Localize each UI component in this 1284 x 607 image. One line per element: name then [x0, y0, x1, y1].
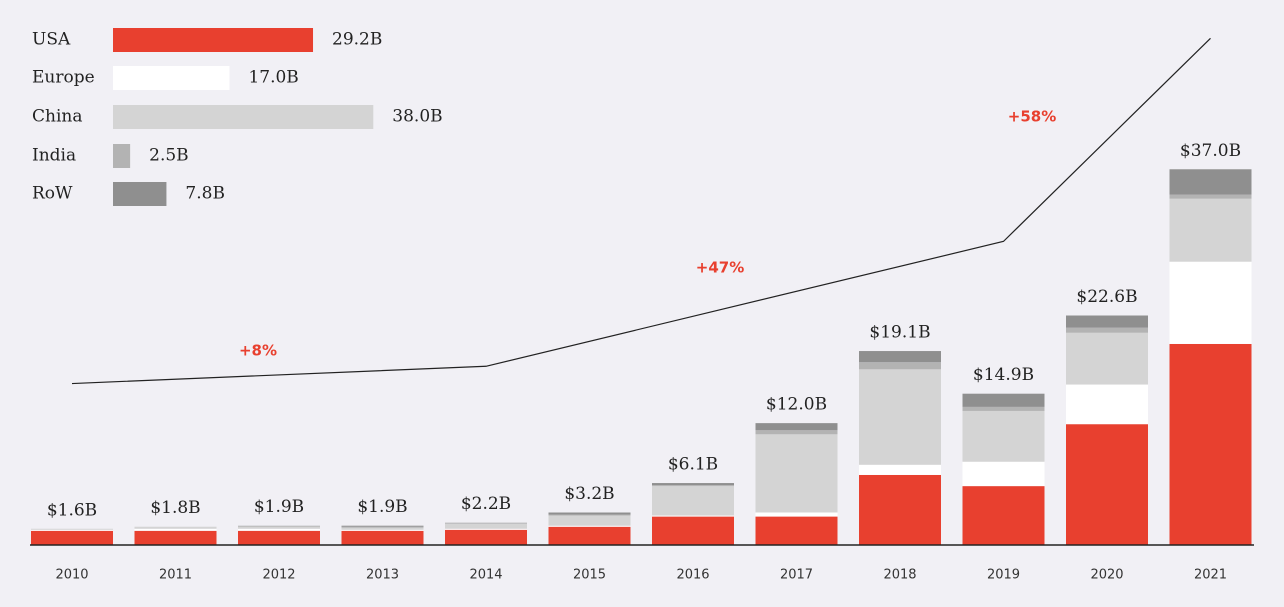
x-tick-label: 2018: [883, 568, 916, 583]
bar-segment: [31, 528, 113, 530]
x-tick-label: 2012: [262, 568, 295, 583]
bar-segment: [238, 526, 320, 529]
bar-segment: [445, 522, 527, 524]
bar-segment: [1066, 384, 1148, 425]
legend-bar: [113, 66, 230, 90]
x-tick-label: 2020: [1090, 568, 1123, 583]
bar-segment: [341, 529, 424, 531]
total-label: $37.0B: [1180, 141, 1241, 161]
bar-segment: [652, 483, 734, 486]
bar-segment: [962, 406, 1045, 411]
legend-label: Europe: [32, 68, 95, 88]
bar-segment: [962, 393, 1045, 407]
bar-segment: [755, 516, 838, 545]
total-label: $3.2B: [564, 484, 614, 504]
bar-segment: [1169, 343, 1252, 545]
legend-label: USA: [32, 30, 71, 50]
bar-segment: [238, 525, 320, 527]
bar-segment: [1169, 194, 1252, 199]
bar-segment: [1066, 424, 1148, 545]
x-tick-label: 2013: [366, 568, 399, 583]
legend-label: China: [32, 107, 82, 127]
bar-segment: [548, 514, 631, 516]
legend-value: 7.8B: [185, 184, 225, 204]
bar-segment: [548, 515, 631, 526]
bar-segment: [859, 464, 941, 475]
bar-segment: [238, 530, 320, 545]
legend-label: India: [32, 146, 76, 166]
bar-segment: [31, 529, 113, 531]
bar-segment: [1169, 198, 1252, 262]
legend-value: 2.5B: [149, 146, 189, 166]
x-tick-label: 2011: [159, 568, 192, 583]
bar-segment: [1066, 332, 1148, 385]
total-label: $1.6B: [47, 500, 97, 520]
legend-bar: [113, 182, 167, 206]
bar-segment: [134, 528, 217, 531]
total-label: $19.1B: [869, 323, 930, 343]
bar-segment: [962, 410, 1045, 462]
bar-segment: [238, 528, 320, 531]
growth-annotation: +8%: [239, 342, 277, 360]
legend-value: 29.2B: [332, 30, 382, 50]
total-label: $12.0B: [766, 395, 827, 415]
trend-line: [71, 37, 1211, 385]
bar-segment: [134, 526, 217, 529]
legend-value: 38.0B: [392, 107, 442, 127]
total-label: $2.2B: [461, 494, 511, 514]
bar-segment: [859, 351, 941, 363]
bar-segment: [652, 515, 734, 517]
bar-segment: [548, 512, 631, 515]
legend-value: 17.0B: [248, 68, 298, 88]
bar-segment: [31, 530, 113, 545]
bar-segment: [962, 461, 1045, 487]
bar-segment: [962, 486, 1045, 545]
total-label: $22.6B: [1076, 287, 1137, 307]
bar-segment: [1066, 315, 1148, 328]
legend-label: RoW: [32, 184, 73, 204]
legend-bar: [113, 144, 131, 168]
x-tick-label: 2014: [469, 568, 502, 583]
x-tick-label: 2019: [987, 568, 1020, 583]
bar-segment: [652, 486, 734, 516]
bar-segment: [755, 512, 838, 517]
total-label: $1.9B: [254, 497, 304, 517]
x-tick-label: 2010: [55, 568, 88, 583]
bar-segment: [341, 530, 424, 545]
total-label: $14.9B: [973, 365, 1034, 385]
total-label: $1.9B: [357, 497, 407, 517]
x-tick-label: 2017: [780, 568, 813, 583]
bar-segment: [1066, 327, 1148, 333]
bar-segment: [1169, 169, 1252, 195]
legend-bar: [113, 105, 374, 129]
bar-segment: [341, 525, 424, 527]
bar-segment: [755, 434, 838, 513]
bar-segment: [1169, 261, 1252, 344]
growth-annotation: +58%: [1008, 108, 1056, 126]
bar-segment: [652, 516, 734, 545]
bar-segment: [859, 474, 941, 545]
bar-segment: [445, 529, 527, 545]
bar-segment: [755, 423, 838, 431]
x-tick-label: 2016: [676, 568, 709, 583]
total-label: $6.1B: [668, 455, 718, 475]
legend-bar: [113, 28, 314, 52]
bar-segment: [445, 528, 527, 530]
x-tick-label: 2015: [573, 568, 606, 583]
bar-segment: [341, 527, 424, 530]
bar-segment: [652, 485, 734, 487]
bar-segment: [755, 430, 838, 435]
bar-segment: [859, 369, 941, 465]
bar-segment: [445, 523, 527, 529]
bar-segment: [134, 530, 217, 545]
bar-segment: [341, 526, 424, 528]
bar-segment: [548, 526, 631, 545]
total-label: $1.8B: [150, 498, 200, 518]
bar-segment: [548, 525, 631, 527]
x-tick-label: 2021: [1194, 568, 1227, 583]
bar-segment: [859, 362, 941, 370]
growth-annotation: +47%: [696, 259, 744, 277]
